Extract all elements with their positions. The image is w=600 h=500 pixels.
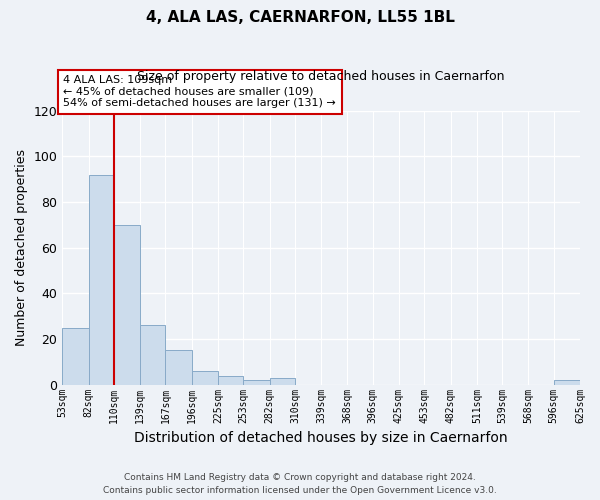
Bar <box>244 380 269 384</box>
Text: 4 ALA LAS: 109sqm
← 45% of detached houses are smaller (109)
54% of semi-detache: 4 ALA LAS: 109sqm ← 45% of detached hous… <box>63 75 336 108</box>
Y-axis label: Number of detached properties: Number of detached properties <box>15 149 28 346</box>
Title: Size of property relative to detached houses in Caernarfon: Size of property relative to detached ho… <box>137 70 505 83</box>
X-axis label: Distribution of detached houses by size in Caernarfon: Distribution of detached houses by size … <box>134 431 508 445</box>
Bar <box>62 328 89 384</box>
Bar <box>554 380 580 384</box>
Bar <box>89 174 114 384</box>
Bar <box>192 371 218 384</box>
Bar <box>218 376 244 384</box>
Text: Contains HM Land Registry data © Crown copyright and database right 2024.
Contai: Contains HM Land Registry data © Crown c… <box>103 474 497 495</box>
Bar <box>140 326 166 384</box>
Bar <box>269 378 295 384</box>
Bar <box>166 350 192 384</box>
Text: 4, ALA LAS, CAERNARFON, LL55 1BL: 4, ALA LAS, CAERNARFON, LL55 1BL <box>146 10 454 25</box>
Bar <box>114 225 140 384</box>
